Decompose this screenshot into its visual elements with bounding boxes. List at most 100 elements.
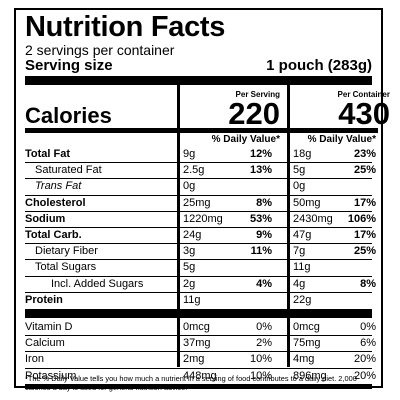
nutrient-label: Total Carb. (25, 229, 82, 241)
nutrient-row: Incl. Added Sugars 2g 4% 4g 8% (25, 277, 376, 292)
servings-per-container: 2 servings per container (25, 42, 175, 58)
percent-per-container: 106% (347, 212, 376, 225)
amount-per-serving: 24g (183, 229, 202, 241)
nutrient-label: Iron (25, 353, 44, 366)
nutrient-label: Trans Fat (35, 180, 82, 193)
percent-per-container: 0% (360, 321, 376, 333)
amount-per-container: 47g (293, 229, 312, 241)
calories-divider-mid (177, 128, 290, 133)
nutrient-row: Protein 11g 22g (25, 293, 372, 308)
column-separator-right (287, 85, 290, 367)
amount-per-serving: 25mg (183, 196, 211, 209)
nutrition-facts-panel: Nutrition Facts 2 servings per container… (14, 8, 390, 392)
amount-per-serving: 37mg (183, 337, 211, 350)
percent-per-container: 20% (353, 353, 376, 366)
nutrient-row: Trans Fat 0g 0g (25, 179, 372, 194)
nutrient-row: Saturated Fat 2.5g 13% 5g 25% (25, 163, 376, 178)
percent-per-serving: 10% (249, 369, 272, 382)
row-divider (25, 243, 372, 245)
micronutrient-row: Potassium 448mg 10% 896mg 20% (25, 369, 376, 384)
percent-per-container: 23% (353, 148, 376, 160)
percent-per-container: 20% (353, 369, 376, 382)
percent-per-container: 8% (360, 277, 376, 290)
amount-per-container: 5g (293, 164, 306, 177)
percent-per-serving: 9% (256, 229, 272, 241)
amount-per-serving: 2.5g (183, 164, 205, 177)
percent-per-serving: 0% (256, 321, 272, 333)
nutrient-label: Calcium (25, 337, 65, 350)
percent-per-serving: 12% (249, 148, 272, 160)
amount-per-container: 75mg (293, 337, 321, 350)
panel-inner: Nutrition Facts 2 servings per container… (25, 10, 390, 392)
percent-per-container: 25% (353, 245, 376, 258)
micronutrient-row: Calcium 37mg 2% 75mg 6% (25, 336, 376, 351)
nutrient-label: Vitamin D (25, 321, 73, 333)
row-divider (25, 227, 372, 228)
amount-per-serving: 0mcg (183, 321, 210, 333)
amount-per-serving: 2g (183, 277, 196, 290)
percent-per-serving: 2% (256, 337, 272, 350)
calories-label: Calories (25, 103, 112, 128)
nutrient-label: Potassium (25, 369, 77, 382)
nutrient-row: Total Fat 9g 12% 18g 23% (25, 147, 376, 162)
percent-per-container: 17% (353, 196, 376, 209)
amount-per-container: 0mcg (293, 321, 320, 333)
row-divider (25, 275, 372, 277)
nutrient-label: Total Sugars (35, 261, 97, 274)
row-divider (25, 383, 372, 385)
amount-per-container: 7g (293, 245, 306, 258)
percent-per-serving: 10% (249, 353, 272, 366)
nutrient-label: Dietary Fiber (35, 245, 98, 258)
percent-per-container: 17% (353, 229, 376, 241)
percent-per-container: 25% (353, 164, 376, 177)
column-separator-left (177, 85, 180, 367)
amount-per-container: 0g (293, 180, 306, 193)
row-divider (25, 291, 372, 293)
nutrient-label: Sodium (25, 212, 66, 225)
amount-per-serving: 0g (183, 180, 196, 193)
row-divider (25, 335, 372, 337)
percent-per-serving: 13% (249, 164, 272, 177)
amount-per-container: 11g (293, 261, 311, 274)
micronutrient-row: Iron 2mg 10% 4mg 20% (25, 352, 376, 367)
serving-size-row: Serving size 1 pouch (283g) (25, 57, 372, 75)
amount-per-container: 4mg (293, 353, 315, 366)
nutrient-row: Total Carb. 24g 9% 47g 17% (25, 228, 376, 243)
amount-per-serving: 448mg (183, 369, 217, 382)
amount-per-serving: 11g (183, 293, 201, 306)
amount-per-serving: 2mg (183, 353, 205, 366)
amount-per-container: 2430mg (293, 212, 333, 225)
row-divider (25, 259, 372, 261)
row-divider (25, 162, 372, 164)
calories-divider-right (290, 128, 378, 133)
panel-title: Nutrition Facts (25, 11, 226, 43)
amount-per-serving: 1220mg (183, 212, 223, 225)
percent-per-serving: 4% (256, 277, 272, 290)
row-divider (25, 194, 372, 196)
calories-per-serving: 220 (228, 96, 280, 131)
footnote: *The % Daily Value tells you how much a … (25, 374, 357, 392)
row-divider (25, 178, 372, 180)
row-divider (25, 210, 372, 212)
row-divider (25, 351, 372, 353)
nutrient-row: Total Sugars 5g 11g (25, 260, 372, 275)
nutrient-label: Total Fat (25, 148, 71, 160)
nutrient-row: Dietary Fiber 3g 11% 7g 25% (25, 244, 376, 259)
amount-per-container: 50mg (293, 196, 321, 209)
calories-divider-left (25, 128, 177, 133)
amount-per-serving: 9g (183, 148, 196, 160)
amount-per-container: 4g (293, 277, 306, 290)
nutrient-label: Cholesterol (25, 196, 86, 209)
row-divider (25, 367, 372, 369)
nutrient-label: Protein (25, 293, 63, 306)
nutrient-row: Sodium 1220mg 53% 2430mg 106% (25, 212, 376, 227)
thick-divider (25, 309, 372, 318)
percent-per-serving: 8% (256, 196, 272, 209)
nutrient-label: Incl. Added Sugars (51, 277, 144, 290)
serving-size-value: 1 pouch (283g) (266, 57, 372, 74)
bottom-divider (25, 384, 372, 389)
amount-per-serving: 3g (183, 245, 196, 258)
calories-per-container: 430 (338, 96, 390, 131)
per-serving-header: Per Serving (235, 90, 280, 99)
thick-divider (25, 76, 372, 85)
